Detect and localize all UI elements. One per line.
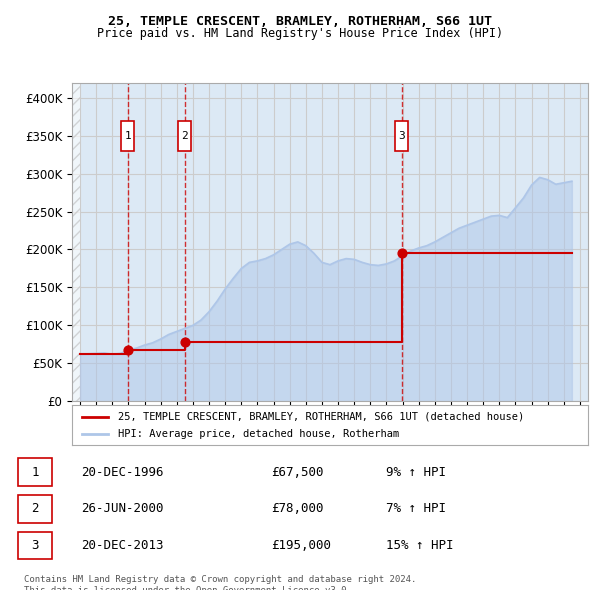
- Text: 26-JUN-2000: 26-JUN-2000: [81, 502, 164, 516]
- Bar: [72, 83, 80, 401]
- FancyBboxPatch shape: [18, 495, 52, 523]
- Text: 3: 3: [398, 131, 405, 140]
- FancyBboxPatch shape: [395, 120, 409, 151]
- Text: £67,500: £67,500: [271, 466, 324, 478]
- Point: [180, 337, 190, 347]
- Text: 9% ↑ HPI: 9% ↑ HPI: [386, 466, 446, 478]
- Text: HPI: Average price, detached house, Rotherham: HPI: Average price, detached house, Roth…: [118, 429, 400, 439]
- Text: Price paid vs. HM Land Registry's House Price Index (HPI): Price paid vs. HM Land Registry's House …: [97, 27, 503, 40]
- Point: [123, 345, 133, 355]
- Text: £78,000: £78,000: [271, 502, 324, 516]
- Text: 1: 1: [31, 466, 39, 478]
- Text: 20-DEC-1996: 20-DEC-1996: [81, 466, 164, 478]
- FancyBboxPatch shape: [18, 458, 52, 486]
- Text: 3: 3: [31, 539, 39, 552]
- Text: 2: 2: [181, 131, 188, 140]
- FancyBboxPatch shape: [178, 120, 191, 151]
- Text: 1: 1: [124, 131, 131, 140]
- Point: [397, 248, 407, 258]
- Text: 7% ↑ HPI: 7% ↑ HPI: [386, 502, 446, 516]
- Text: 25, TEMPLE CRESCENT, BRAMLEY, ROTHERHAM, S66 1UT (detached house): 25, TEMPLE CRESCENT, BRAMLEY, ROTHERHAM,…: [118, 412, 524, 422]
- Text: 25, TEMPLE CRESCENT, BRAMLEY, ROTHERHAM, S66 1UT: 25, TEMPLE CRESCENT, BRAMLEY, ROTHERHAM,…: [108, 15, 492, 28]
- Text: 20-DEC-2013: 20-DEC-2013: [81, 539, 164, 552]
- FancyBboxPatch shape: [121, 120, 134, 151]
- FancyBboxPatch shape: [18, 532, 52, 559]
- Text: 2: 2: [31, 502, 39, 516]
- Text: £195,000: £195,000: [271, 539, 331, 552]
- Text: Contains HM Land Registry data © Crown copyright and database right 2024.
This d: Contains HM Land Registry data © Crown c…: [24, 575, 416, 590]
- Text: 15% ↑ HPI: 15% ↑ HPI: [386, 539, 454, 552]
